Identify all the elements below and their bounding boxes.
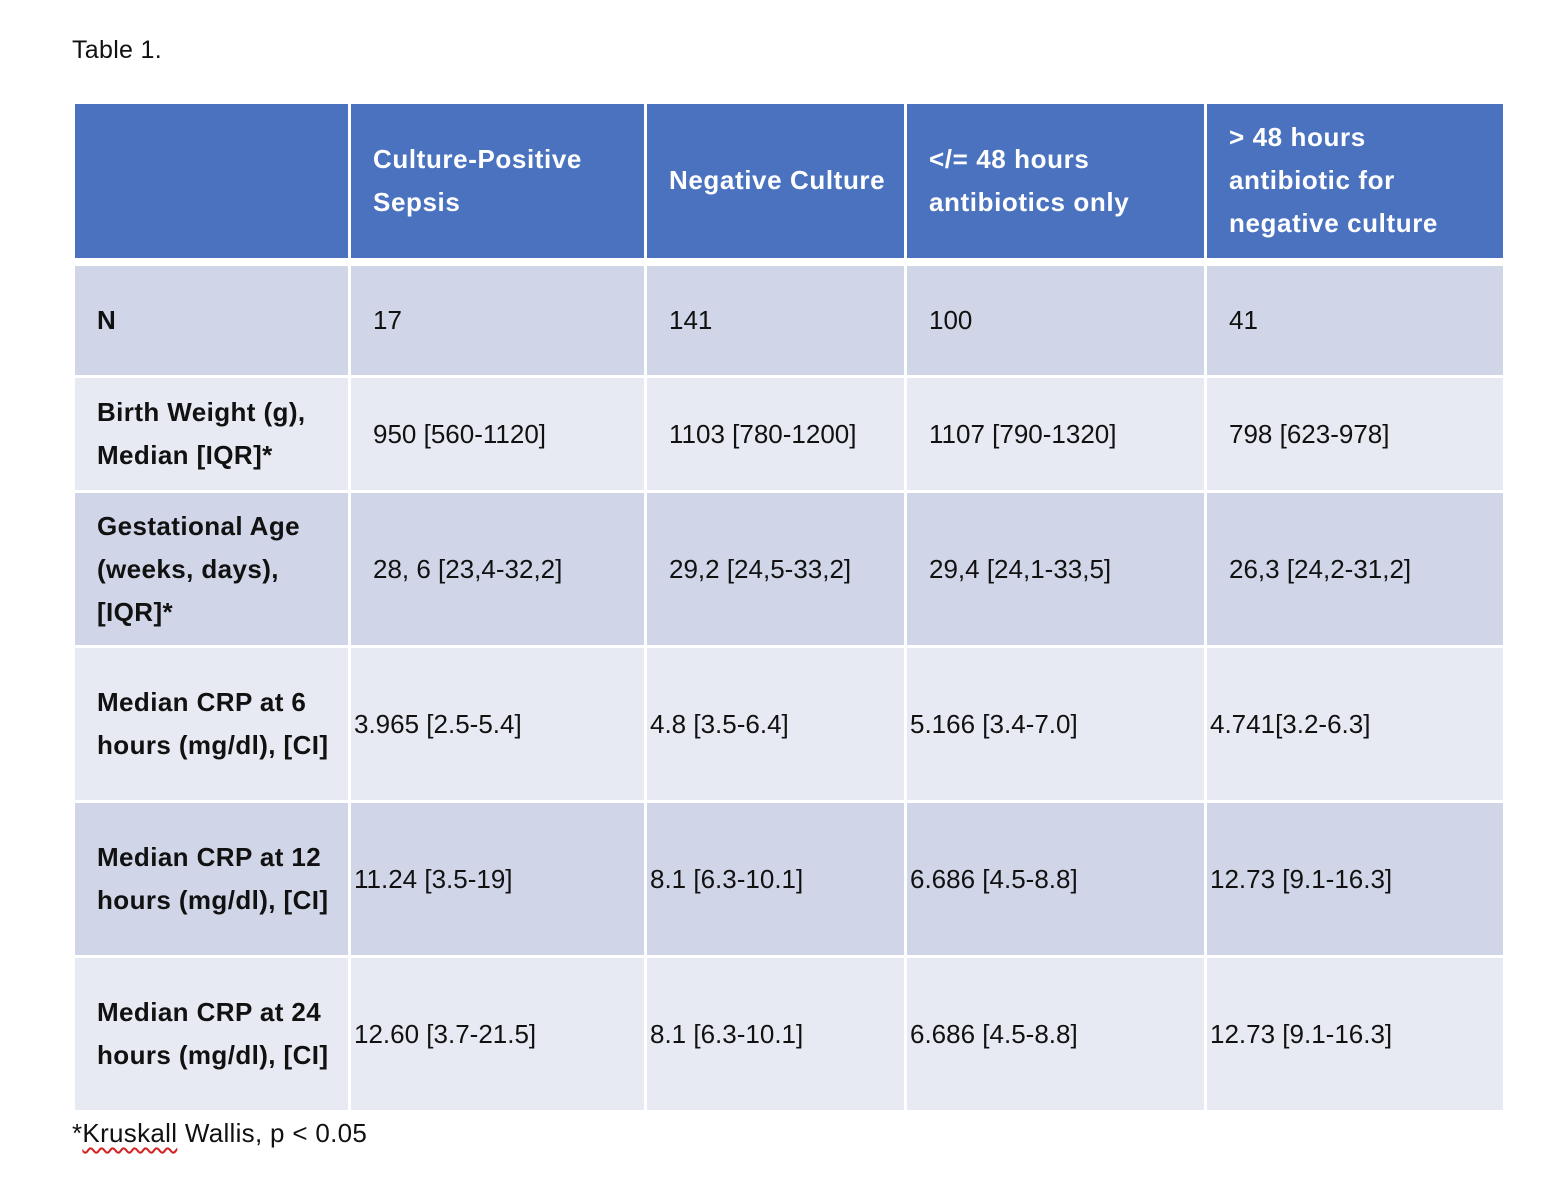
row-label: Median CRP at 12 hours (mg/dl), [CI]: [72, 800, 351, 958]
table-cell: 100: [904, 260, 1207, 378]
table-cell: 1107 [790-1320]: [904, 375, 1207, 493]
table-cell: 12.73 [9.1-16.3]: [1204, 800, 1506, 958]
table-row: Median CRP at 12 hours (mg/dl), [CI] 11.…: [72, 800, 1506, 958]
table-cell: 5.166 [3.4-7.0]: [904, 645, 1207, 803]
row-label: Median CRP at 24 hours (mg/dl), [CI]: [72, 955, 351, 1113]
table-cell: 12.60 [3.7-21.5]: [348, 955, 647, 1113]
table-cell: 8.1 [6.3-10.1]: [644, 800, 907, 958]
row-label: Gestational Age (weeks, days), [IQR]*: [72, 490, 351, 648]
table-row: Gestational Age (weeks, days), [IQR]* 28…: [72, 490, 1506, 648]
results-table: Culture-Positive Sepsis Negative Culture…: [72, 101, 1506, 1113]
header-corner-cell: [72, 101, 351, 263]
table-cell: 1103 [780-1200]: [644, 375, 907, 493]
table-caption: Table 1.: [72, 36, 162, 64]
table-cell: 950 [560-1120]: [348, 375, 647, 493]
table-cell: 12.73 [9.1-16.3]: [1204, 955, 1506, 1113]
table-footnote: *Kruskall Wallis, p < 0.05: [72, 1118, 367, 1149]
table-cell: 26,3 [24,2-31,2]: [1204, 490, 1506, 648]
table-cell: 17: [348, 260, 647, 378]
row-label: Birth Weight (g), Median [IQR]*: [72, 375, 351, 493]
row-label: N: [72, 260, 351, 378]
table-row: Median CRP at 24 hours (mg/dl), [CI] 12.…: [72, 955, 1506, 1113]
table-cell: 3.965 [2.5-5.4]: [348, 645, 647, 803]
header-negative-culture: Negative Culture: [644, 101, 907, 263]
spellcheck-flagged-word[interactable]: Kruskall: [82, 1118, 178, 1148]
header-long-antibiotics: > 48 hours antibiotic for negative cultu…: [1204, 101, 1506, 263]
table-row: Median CRP at 6 hours (mg/dl), [CI] 3.96…: [72, 645, 1506, 803]
footnote-text: Wallis, p < 0.05: [177, 1118, 368, 1148]
table-cell: 29,2 [24,5-33,2]: [644, 490, 907, 648]
header-culture-positive: Culture-Positive Sepsis: [348, 101, 647, 263]
table-cell: 798 [623-978]: [1204, 375, 1506, 493]
table-cell: 4.741[3.2-6.3]: [1204, 645, 1506, 803]
table-cell: 11.24 [3.5-19]: [348, 800, 647, 958]
footnote-prefix: *: [72, 1118, 83, 1148]
table-cell: 6.686 [4.5-8.8]: [904, 955, 1207, 1113]
table-cell: 6.686 [4.5-8.8]: [904, 800, 1207, 958]
table-cell: 29,4 [24,1-33,5]: [904, 490, 1207, 648]
table-header-row: Culture-Positive Sepsis Negative Culture…: [72, 101, 1506, 263]
table-row: N 17 141 100 41: [72, 260, 1506, 378]
header-short-antibiotics: </= 48 hours antibiotics only: [904, 101, 1207, 263]
table-cell: 41: [1204, 260, 1506, 378]
table-cell: 4.8 [3.5-6.4]: [644, 645, 907, 803]
table-row: Birth Weight (g), Median [IQR]* 950 [560…: [72, 375, 1506, 493]
table-cell: 28, 6 [23,4-32,2]: [348, 490, 647, 648]
row-label: Median CRP at 6 hours (mg/dl), [CI]: [72, 645, 351, 803]
table-cell: 141: [644, 260, 907, 378]
table-cell: 8.1 [6.3-10.1]: [644, 955, 907, 1113]
